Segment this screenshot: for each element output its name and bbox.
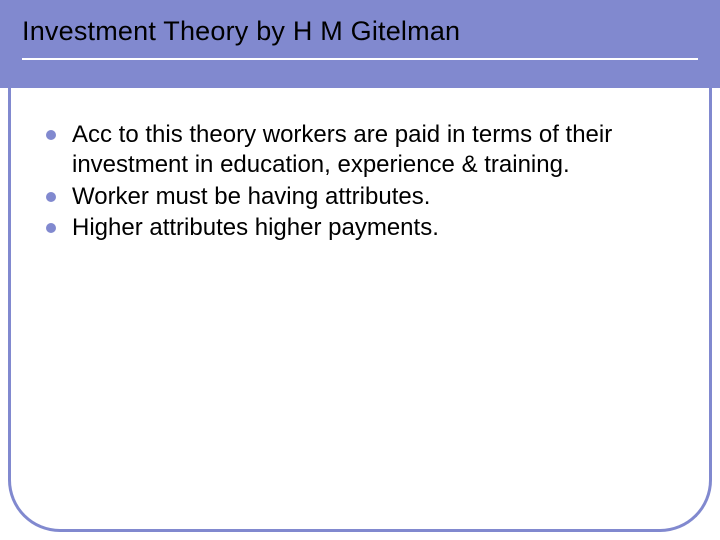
bullet-icon xyxy=(46,223,56,233)
bullet-text: Acc to this theory workers are paid in t… xyxy=(72,120,676,180)
bullet-text: Worker must be having attributes. xyxy=(72,182,430,212)
bullet-list: Acc to this theory workers are paid in t… xyxy=(46,120,676,245)
list-item: Acc to this theory workers are paid in t… xyxy=(46,120,676,180)
bullet-icon xyxy=(46,130,56,140)
title-underline xyxy=(22,58,698,60)
list-item: Higher attributes higher payments. xyxy=(46,213,676,243)
slide-title: Investment Theory by H M Gitelman xyxy=(22,16,460,47)
bullet-text: Higher attributes higher payments. xyxy=(72,213,439,243)
bullet-icon xyxy=(46,192,56,202)
list-item: Worker must be having attributes. xyxy=(46,182,676,212)
